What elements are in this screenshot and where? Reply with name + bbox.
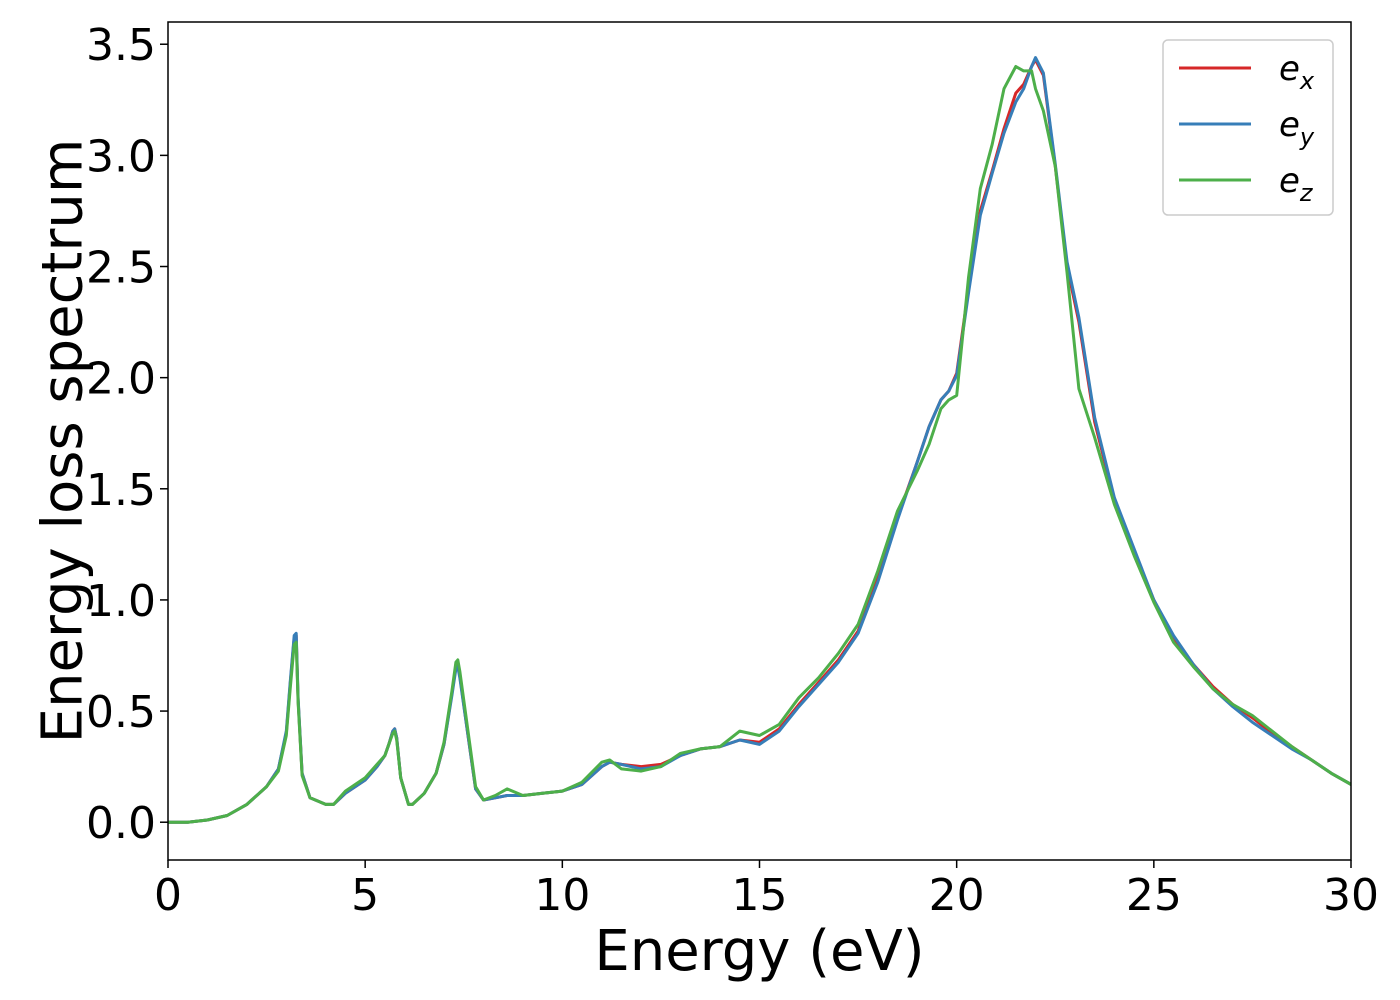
y-tick-label: 1.5 [86, 465, 156, 516]
x-tick-label: 0 [154, 870, 182, 921]
series-line-z [168, 65, 1351, 824]
legend-box [1162, 39, 1334, 216]
x-tick-label: 5 [351, 870, 379, 921]
y-tick-label: 3.5 [86, 20, 156, 71]
legend-label-subscript: y [1299, 123, 1315, 151]
y-tick-label: 3.0 [86, 131, 156, 182]
x-tick-label: 25 [1126, 870, 1182, 921]
x-tick-label: 30 [1323, 870, 1379, 921]
y-tick-label: 2.0 [86, 354, 156, 405]
y-axis-title: Energy loss spectrum [31, 139, 96, 744]
y-tick-label: 1.0 [86, 576, 156, 627]
legend-label-subscript: x [1299, 67, 1315, 95]
legend-label-z: ez [1279, 161, 1314, 207]
legend-label-base: e [1279, 161, 1300, 201]
x-axis-title: Energy (eV) [594, 919, 924, 984]
legend-label-y: ey [1279, 105, 1315, 151]
x-tick-label: 15 [732, 870, 788, 921]
y-axis: 0.0 0.5 1.0 1.5 2.0 2.5 3.0 3.5 [86, 20, 168, 849]
legend-label-base: e [1279, 49, 1300, 89]
x-tick-label: 10 [534, 870, 590, 921]
legend-label-base: e [1279, 105, 1300, 145]
y-tick-label: 0.0 [86, 798, 156, 849]
series-layer [168, 56, 1351, 824]
x-tick-label: 20 [929, 870, 985, 921]
legend-label-x: ex [1279, 49, 1315, 95]
x-axis: 0 5 10 15 20 25 30 [154, 860, 1379, 921]
y-tick-label: 2.5 [86, 243, 156, 294]
legend-label-subscript: z [1299, 179, 1314, 207]
y-tick-label: 0.5 [86, 687, 156, 738]
